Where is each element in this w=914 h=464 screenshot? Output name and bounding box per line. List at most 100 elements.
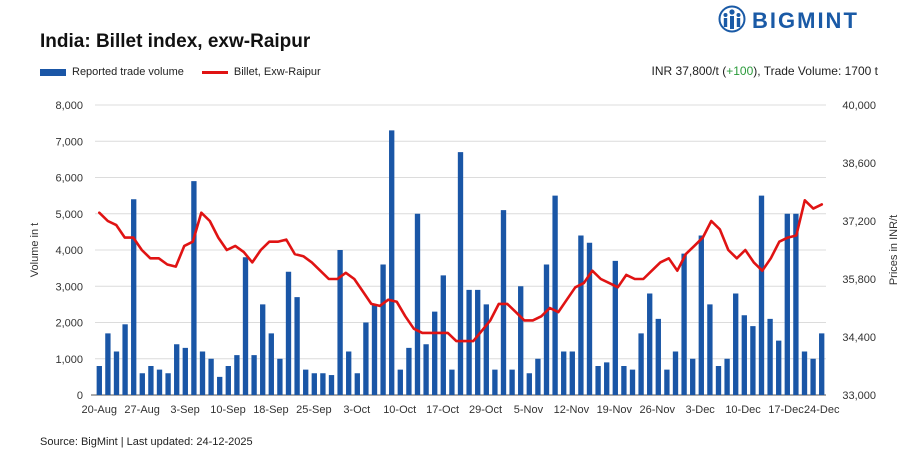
x-tick-label: 17-Oct [426, 404, 459, 416]
bar [217, 376, 223, 395]
bar [122, 324, 128, 395]
bar [397, 369, 403, 395]
bar [552, 195, 558, 395]
bar [328, 375, 335, 395]
x-tick-label: 10-Oct [383, 404, 416, 416]
bar [285, 271, 292, 395]
bar [466, 289, 472, 395]
bar [268, 333, 274, 395]
bar [535, 358, 541, 395]
bar [758, 195, 765, 395]
x-tick-label: 3-Sep [170, 404, 199, 416]
bar [457, 152, 464, 395]
x-tick-label: 19-Nov [597, 404, 633, 416]
bar [569, 351, 575, 395]
bar [414, 213, 421, 395]
x-tick-label: 12-Nov [554, 404, 590, 416]
bar [251, 355, 257, 395]
brand-logo-icon [718, 5, 746, 33]
bar [380, 264, 386, 395]
brand-logo: BIGMINT [718, 4, 859, 38]
bar [664, 369, 670, 395]
bar [724, 358, 730, 395]
y-tick-label: 2,000 [55, 318, 83, 330]
bar [260, 304, 266, 395]
legend-swatch-bar [40, 68, 66, 76]
bar [156, 369, 163, 395]
bar [509, 369, 515, 395]
bar [767, 318, 773, 395]
bar [500, 210, 507, 395]
y-tick-label: 6,000 [55, 173, 83, 185]
bar [208, 358, 214, 395]
chart-title: India: Billet index, exw-Raipur [40, 31, 311, 52]
chart-legend: Reported trade volume Billet, Exw-Raipur [40, 66, 339, 78]
x-tick-label: 27-Aug [124, 404, 159, 416]
bar [277, 358, 283, 395]
bar [810, 358, 816, 395]
bar [440, 275, 446, 395]
y-tick-label: 4,000 [55, 245, 83, 257]
bar [182, 347, 188, 395]
y-tick-label: 1,000 [55, 354, 83, 366]
x-tick-label: 3-Oct [343, 404, 370, 416]
bar [655, 318, 661, 395]
x-tick-label: 3-Dec [685, 404, 715, 416]
bar [148, 366, 154, 395]
bar [225, 366, 231, 395]
bar [234, 355, 240, 395]
bar [647, 293, 653, 395]
bar [819, 333, 825, 395]
x-tick-label: 17-Dec [768, 404, 804, 416]
bar [191, 181, 197, 395]
bar [363, 322, 369, 395]
bar [707, 304, 713, 395]
x-tick-label: 24-Dec [804, 404, 840, 416]
bar [612, 260, 618, 395]
bar [423, 344, 429, 395]
bar [96, 366, 102, 395]
summary-prefix: INR 37,800/t ( [651, 64, 727, 78]
bar [518, 286, 524, 395]
bar [578, 235, 584, 395]
legend-swatch-line [201, 70, 228, 74]
bar [311, 373, 317, 395]
bar [199, 351, 206, 395]
bar [586, 242, 593, 395]
legend-item-price: Billet, Exw-Raipur [201, 66, 321, 78]
bar [174, 344, 180, 395]
bar [561, 351, 567, 395]
source-note: Source: BigMint | Last updated: 24-12-20… [40, 436, 253, 448]
brand-name: BIGMINT [752, 8, 859, 33]
bar [750, 326, 756, 395]
legend-item-volume: Reported trade volume [40, 66, 184, 78]
bar [354, 373, 360, 395]
bar [681, 253, 687, 395]
y2-tick-label: 38,600 [842, 158, 876, 170]
y-tick-label: 8,000 [55, 100, 83, 112]
x-tick-label: 18-Sep [253, 404, 288, 416]
x-tick-label: 10-Dec [725, 404, 761, 416]
bar [406, 347, 412, 395]
x-tick-label: 5-Nov [514, 404, 544, 416]
bar [801, 351, 808, 395]
bar [621, 366, 627, 395]
bar [784, 213, 790, 395]
bar [346, 351, 352, 395]
bar [475, 289, 481, 395]
y2-axis-title: Prices in INR/t [888, 215, 900, 285]
bar [690, 358, 696, 395]
y2-tick-label: 35,800 [842, 274, 876, 286]
x-tick-label: 10-Sep [210, 404, 245, 416]
x-tick-label: 20-Aug [82, 404, 117, 416]
x-tick-label: 26-Nov [639, 404, 675, 416]
bar [389, 130, 395, 395]
bar [294, 297, 300, 395]
x-tick-label: 25-Sep [296, 404, 331, 416]
y2-tick-label: 40,000 [842, 100, 876, 112]
y2-tick-label: 34,400 [842, 332, 876, 344]
y-tick-label: 7,000 [55, 136, 83, 148]
bar [526, 373, 532, 395]
bar [672, 351, 679, 395]
